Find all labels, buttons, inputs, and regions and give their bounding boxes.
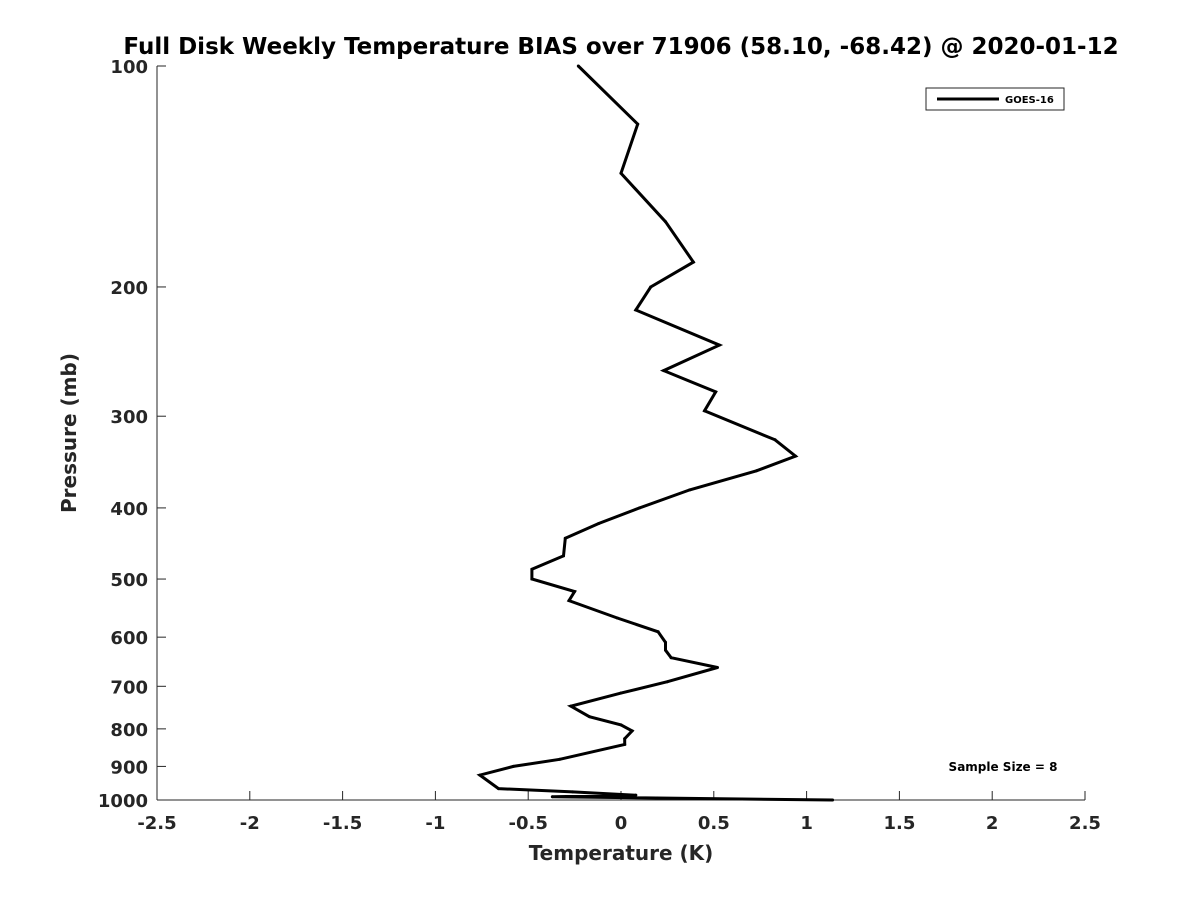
data-point bbox=[831, 798, 835, 802]
data-point bbox=[619, 171, 623, 175]
y-tick-label: 200 bbox=[110, 278, 148, 299]
sample-size-annotation: Sample Size = 8 bbox=[949, 760, 1058, 774]
chart-title: Full Disk Weekly Temperature BIAS over 7… bbox=[123, 34, 1118, 60]
data-point bbox=[664, 220, 668, 224]
data-point bbox=[563, 536, 567, 540]
data-point bbox=[662, 369, 666, 373]
y-tick-label: 600 bbox=[110, 628, 148, 649]
legend: GOES-16 bbox=[925, 87, 1065, 111]
x-tick-label: 0 bbox=[615, 813, 628, 834]
data-point bbox=[634, 308, 638, 312]
x-tick-label: 2.5 bbox=[1069, 813, 1101, 834]
series-line-goes-16 bbox=[476, 64, 833, 802]
data-point bbox=[773, 438, 777, 442]
data-point bbox=[530, 577, 534, 581]
data-point bbox=[754, 469, 758, 473]
data-point bbox=[630, 729, 634, 733]
data-point bbox=[558, 757, 562, 761]
data-point bbox=[649, 285, 653, 289]
data-point bbox=[615, 616, 619, 620]
data-point bbox=[636, 122, 640, 126]
x-tick-label: -1 bbox=[425, 813, 445, 834]
data-point bbox=[550, 795, 554, 799]
y-tick-label: 1000 bbox=[98, 791, 148, 812]
legend-label: GOES-16 bbox=[1005, 95, 1054, 106]
data-point bbox=[619, 691, 623, 695]
x-axis-label: Temperature (K) bbox=[529, 841, 714, 865]
data-point bbox=[638, 506, 642, 510]
data-point bbox=[716, 666, 720, 670]
y-tick-label: 800 bbox=[110, 720, 148, 741]
data-point bbox=[567, 599, 571, 603]
data-point bbox=[623, 742, 627, 746]
x-tick-label: 0.5 bbox=[698, 813, 730, 834]
data-point bbox=[703, 409, 707, 413]
data-point bbox=[573, 590, 577, 594]
data-point bbox=[619, 723, 623, 727]
data-point bbox=[664, 640, 668, 644]
x-tick-label: -2.5 bbox=[137, 813, 176, 834]
y-tick-label: 500 bbox=[110, 570, 148, 591]
series-points bbox=[478, 64, 835, 802]
data-point bbox=[569, 704, 573, 708]
y-tick-label: 100 bbox=[110, 57, 148, 78]
y-ticks: 100 200 300 400 500 600 700 800 900 1000 bbox=[98, 57, 166, 812]
data-point bbox=[717, 343, 721, 347]
x-tick-label: -1.5 bbox=[323, 813, 362, 834]
data-point bbox=[688, 488, 692, 492]
data-point bbox=[478, 773, 482, 777]
x-tick-label: 1 bbox=[800, 813, 813, 834]
data-point bbox=[597, 521, 601, 525]
data-point bbox=[665, 680, 669, 684]
y-tick-label: 400 bbox=[110, 499, 148, 520]
data-point bbox=[656, 630, 660, 634]
data-point bbox=[576, 64, 580, 68]
x-tick-label: 2 bbox=[986, 813, 999, 834]
plot-area bbox=[476, 64, 835, 802]
x-tick-label: -2 bbox=[240, 813, 260, 834]
x-tick-label: -0.5 bbox=[509, 813, 548, 834]
data-point bbox=[714, 390, 718, 394]
y-tick-label: 900 bbox=[110, 757, 148, 778]
data-point bbox=[497, 787, 501, 791]
y-tick-label: 300 bbox=[110, 407, 148, 428]
data-point bbox=[571, 790, 575, 794]
data-point bbox=[669, 656, 673, 660]
data-point bbox=[587, 715, 591, 719]
data-point bbox=[691, 260, 695, 264]
x-ticks: -2.5 -2 -1.5 -1 -0.5 0 0.5 1 1.5 2 2.5 bbox=[137, 791, 1101, 834]
y-axis-label: Pressure (mb) bbox=[57, 353, 81, 513]
data-point bbox=[511, 764, 515, 768]
axes bbox=[156, 66, 1085, 801]
x-tick-label: 1.5 bbox=[883, 813, 915, 834]
y-tick-label: 700 bbox=[110, 677, 148, 698]
data-point bbox=[664, 648, 668, 652]
data-point bbox=[530, 567, 534, 571]
data-point bbox=[634, 793, 638, 797]
data-point bbox=[561, 554, 565, 558]
data-point bbox=[793, 454, 797, 458]
data-point bbox=[623, 737, 627, 741]
